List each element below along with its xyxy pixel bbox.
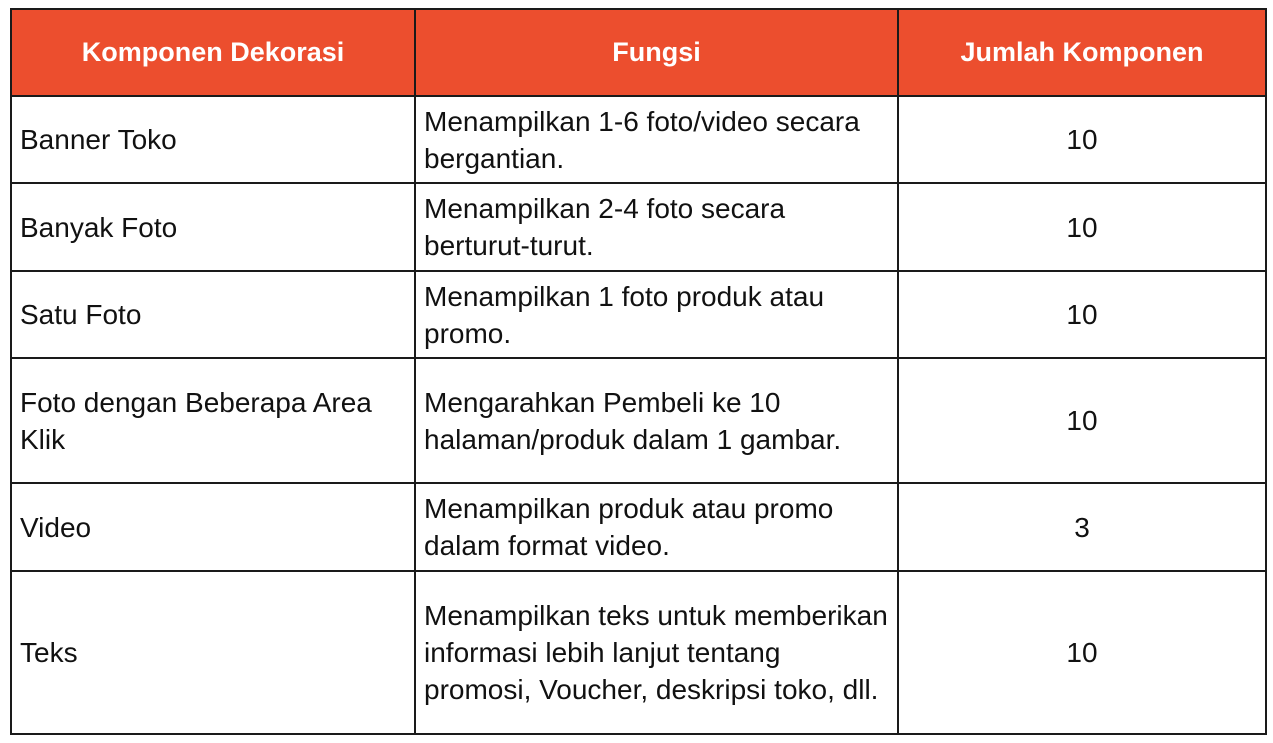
cell-fungsi: Menampilkan produk atau promo dalam form… <box>414 482 899 572</box>
cell-jumlah: 10 <box>897 95 1267 184</box>
header-fungsi: Fungsi <box>414 8 899 97</box>
cell-jumlah: 10 <box>897 357 1267 484</box>
cell-komponen: Satu Foto <box>10 270 416 359</box>
table-row: Banyak Foto Menampilkan 2-4 foto secara … <box>10 182 1267 272</box>
cell-komponen: Banner Toko <box>10 95 416 184</box>
header-row: Komponen Dekorasi Fungsi Jumlah Komponen <box>10 8 1267 97</box>
table-row: Foto dengan Beberapa Area Klik Mengarahk… <box>10 357 1267 484</box>
cell-jumlah: 10 <box>897 182 1267 272</box>
cell-komponen: Teks <box>10 570 416 735</box>
cell-fungsi: Menampilkan 2-4 foto secara berturut-tur… <box>414 182 899 272</box>
cell-komponen: Video <box>10 482 416 572</box>
cell-jumlah: 10 <box>897 270 1267 359</box>
cell-fungsi: Menampilkan 1-6 foto/video secara bergan… <box>414 95 899 184</box>
cell-fungsi: Menampilkan teks untuk memberikan inform… <box>414 570 899 735</box>
table-row: Satu Foto Menampilkan 1 foto produk atau… <box>10 270 1267 359</box>
table-row: Banner Toko Menampilkan 1-6 foto/video s… <box>10 95 1267 184</box>
cell-jumlah: 10 <box>897 570 1267 735</box>
cell-fungsi: Mengarahkan Pembeli ke 10 halaman/produk… <box>414 357 899 484</box>
cell-fungsi: Menampilkan 1 foto produk atau promo. <box>414 270 899 359</box>
cell-komponen: Banyak Foto <box>10 182 416 272</box>
table-row: Video Menampilkan produk atau promo dala… <box>10 482 1267 572</box>
header-komponen: Komponen Dekorasi <box>10 8 416 97</box>
cell-jumlah: 3 <box>897 482 1267 572</box>
table-row: Teks Menampilkan teks untuk memberikan i… <box>10 570 1267 735</box>
header-jumlah: Jumlah Komponen <box>897 8 1267 97</box>
decoration-components-table: Komponen Dekorasi Fungsi Jumlah Komponen… <box>10 8 1267 735</box>
cell-komponen: Foto dengan Beberapa Area Klik <box>10 357 416 484</box>
